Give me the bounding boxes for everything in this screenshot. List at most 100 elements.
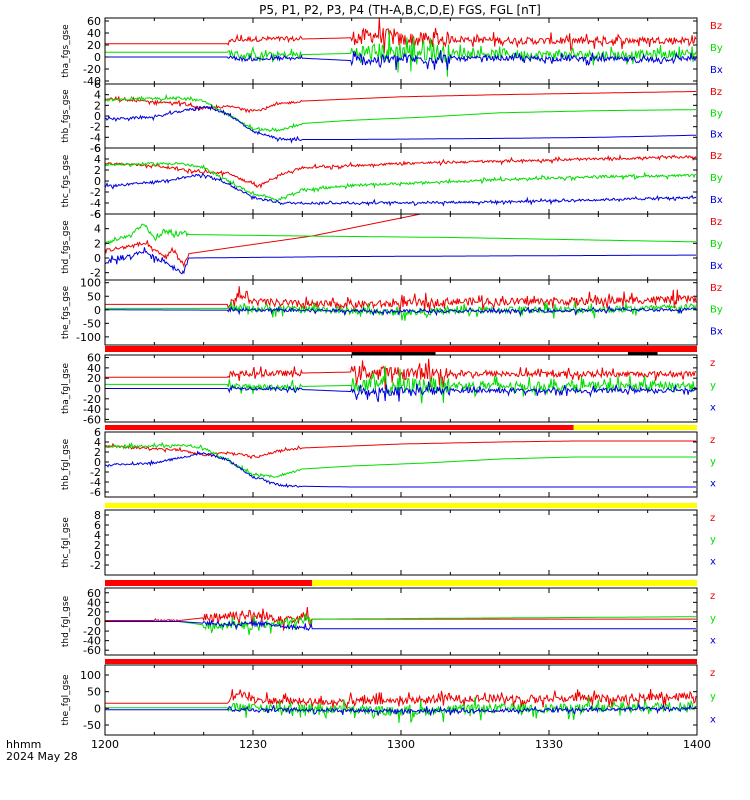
panel-frame (104, 509, 698, 576)
y-tick-label: -40 (83, 75, 101, 88)
legend-entry: Bx (710, 65, 723, 76)
legend-entry: x (710, 403, 716, 414)
legend-entry: y (710, 457, 716, 468)
legend-entry: By (710, 108, 723, 119)
y-tick-label: -2 (90, 121, 101, 134)
y-tick-label: 0 (94, 110, 101, 123)
y-tick-label: -100 (76, 331, 101, 344)
y-tick-label: -50 (83, 719, 101, 732)
panel-ylabel: the_fgl_gse (61, 674, 71, 726)
y-tick-label: 4 (94, 436, 101, 449)
legend-entry: x (710, 556, 716, 567)
series-line-By (105, 223, 696, 247)
y-tick-label: 40 (87, 596, 101, 609)
series-line-y (105, 613, 696, 636)
figure-title: P5, P1, P2, P3, P4 (TH-A,B,C,D,E) FGS, F… (259, 3, 541, 17)
legend-entry: By (710, 43, 723, 54)
series-line-Bx (105, 50, 697, 71)
y-tick-label: 0 (94, 304, 101, 317)
y-tick-label: -6 (90, 142, 101, 155)
y-tick-label: 2 (94, 446, 101, 459)
legend-entry: Bz (710, 21, 722, 32)
series-line-x (105, 381, 697, 403)
mode-bars-group (105, 346, 697, 664)
series-line-y (105, 697, 697, 724)
y-tick-label: 50 (87, 290, 101, 303)
x-unit-label: hhmm (6, 738, 41, 751)
y-tick-label: 6 (94, 519, 101, 532)
legend-entry: y (710, 691, 716, 702)
legend-entry: x (710, 715, 716, 726)
y-tick-label: 2 (94, 99, 101, 112)
panel-frame (104, 587, 698, 656)
legend-entry: By (710, 305, 723, 316)
y-tick-label: 0 (94, 175, 101, 188)
y-tick-label: -40 (83, 635, 101, 648)
y-tick-label: 40 (87, 27, 101, 40)
y-tick-label: -2 (90, 186, 101, 199)
series-line-y (105, 441, 696, 479)
y-tick-label: -2 (90, 267, 101, 280)
y-tick-label: -40 (83, 403, 101, 416)
x-tick-label: 1300 (387, 738, 415, 751)
y-tick-label: 6 (94, 78, 101, 91)
panel-ylabel: thc_fgl_gse (61, 517, 71, 568)
y-tick-label: -60 (83, 413, 101, 426)
legend-entry: Bz (710, 283, 722, 294)
series-line-By (105, 161, 697, 202)
legend-entry: Bz (710, 217, 722, 228)
series-line-By (105, 30, 697, 77)
x-axis: 1200 1230 1300 1330 1400 (91, 738, 711, 751)
y-tick-label: 60 (87, 352, 101, 365)
y-tick-label: 0 (94, 549, 101, 562)
y-tick-label: -4 (90, 476, 101, 489)
y-tick-label: 2 (94, 237, 101, 250)
panel-frame (104, 83, 698, 149)
y-tick-label: -20 (83, 63, 101, 76)
panel-ylabel: tha_fgs_gse (61, 24, 71, 78)
y-tick-label: 6 (94, 426, 101, 439)
y-tick-label: 20 (87, 372, 101, 385)
mode-bar-mark (627, 352, 658, 355)
series-line-x (105, 702, 697, 717)
legend-entry: z (710, 591, 715, 602)
series-line-Bz (105, 18, 697, 54)
legend-entry: Bz (710, 151, 722, 162)
panel-ylabel: thb_fgl_gse (61, 438, 71, 490)
y-tick-label: 20 (87, 39, 101, 52)
series-line-Bz (105, 153, 697, 189)
y-tick-label: 4 (94, 89, 101, 102)
series-line-x (105, 619, 696, 631)
mode-bar-segment (105, 659, 697, 664)
legend-entry: By (710, 173, 723, 184)
y-tick-label: 0 (94, 51, 101, 64)
mode-bar-segment (105, 503, 697, 508)
series-line-Bz (105, 214, 420, 269)
y-tick-label: 60 (87, 587, 101, 600)
panel-ylabel: tha_fgl_gse (61, 363, 71, 415)
panel-frame (104, 17, 698, 85)
y-tick-label: -2 (90, 466, 101, 479)
y-tick-label: 60 (87, 15, 101, 28)
panel-ylabel: thc_fgs_gse (61, 154, 71, 207)
legend-entry: x (710, 636, 716, 647)
panel-ylabel: thd_fgl_gse (61, 595, 71, 647)
legend-entry: y (710, 535, 716, 546)
y-tick-label: -6 (90, 486, 101, 499)
y-tick-label: 4 (94, 223, 101, 236)
panel-ylabel: thb_fgs_gse (61, 89, 71, 143)
panel-the_fgl_gse: -50 0 50 100 the_fgl_gse z y x (61, 664, 716, 736)
legend-entry: y (710, 380, 716, 391)
y-tick-label: 6 (94, 142, 101, 155)
legend-entry: z (710, 668, 715, 679)
date-label: 2024 May 28 (6, 750, 78, 763)
series-line-Bz (105, 286, 697, 313)
legend-entry: Bx (710, 195, 723, 206)
mode-bar-segment (105, 580, 313, 586)
panel-frame (104, 213, 698, 281)
